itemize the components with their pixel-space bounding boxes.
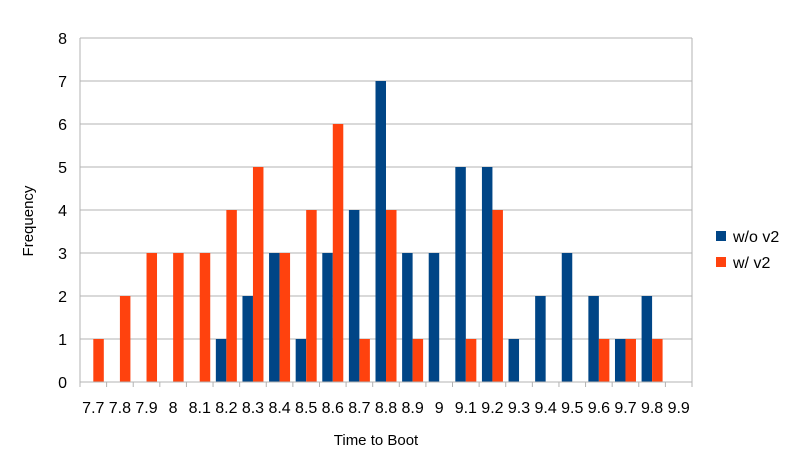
x-tick-label: 7.8 bbox=[109, 400, 131, 417]
x-tick-label: 9.1 bbox=[455, 400, 477, 417]
bar-with-v2 bbox=[652, 339, 663, 382]
bar-with-v2 bbox=[598, 339, 610, 382]
y-tick-labels: 0 1 2 3 4 5 6 7 8 bbox=[58, 31, 67, 392]
y-tick-label: 3 bbox=[58, 246, 67, 263]
y-tick-label: 6 bbox=[58, 117, 67, 134]
x-tick-label: 9 bbox=[435, 400, 444, 417]
x-tick-label: 7.9 bbox=[135, 400, 157, 417]
x-tick-label: 9.4 bbox=[535, 400, 557, 417]
bar-without-v2 bbox=[402, 253, 413, 382]
bar-without-v2 bbox=[428, 253, 440, 382]
bar-with-v2 bbox=[119, 296, 131, 382]
bar-without-v2 bbox=[269, 253, 280, 382]
bar-with-v2 bbox=[332, 124, 344, 382]
legend-label: w/ v2 bbox=[732, 255, 770, 272]
bar-without-v2 bbox=[481, 167, 493, 382]
x-tick-label: 8.6 bbox=[322, 400, 344, 417]
bar-with-v2 bbox=[279, 253, 291, 382]
y-axis-title: Frequency bbox=[20, 185, 37, 256]
legend: w/o v2 w/ v2 bbox=[716, 229, 779, 272]
bar-without-v2 bbox=[375, 81, 386, 382]
bar-with-v2 bbox=[93, 339, 104, 382]
bar-with-v2 bbox=[306, 210, 317, 382]
x-tick-label: 8.8 bbox=[375, 400, 397, 417]
x-tick-label: 9.8 bbox=[641, 400, 663, 417]
y-tick-label: 1 bbox=[58, 332, 67, 349]
x-tick-label: 8.5 bbox=[295, 400, 317, 417]
bar-with-v2 bbox=[492, 210, 503, 382]
x-tick-label: 8.1 bbox=[189, 400, 211, 417]
bar-without-v2 bbox=[614, 339, 626, 382]
y-tick-label: 8 bbox=[58, 31, 67, 48]
bar-without-v2 bbox=[588, 296, 599, 382]
x-tick-label: 8.9 bbox=[401, 400, 423, 417]
legend-swatch bbox=[716, 231, 726, 241]
bar-with-v2 bbox=[465, 339, 477, 382]
bar-with-v2 bbox=[199, 253, 211, 382]
bar-with-v2 bbox=[625, 339, 636, 382]
x-tick-label: 9.2 bbox=[481, 400, 503, 417]
x-tick-label: 8.7 bbox=[348, 400, 370, 417]
x-tick-label: 9.9 bbox=[668, 400, 690, 417]
x-axis-title: Time to Boot bbox=[334, 432, 419, 449]
axes bbox=[79, 38, 693, 387]
bar-with-v2 bbox=[252, 167, 264, 382]
bar-without-v2 bbox=[322, 253, 333, 382]
x-tick-label: 9.7 bbox=[614, 400, 636, 417]
x-tick-label: 8.3 bbox=[242, 400, 264, 417]
y-tick-label: 2 bbox=[58, 289, 67, 306]
bars bbox=[93, 81, 663, 382]
legend-label: w/o v2 bbox=[732, 229, 779, 246]
x-tick-label: 8.4 bbox=[268, 400, 290, 417]
x-tick-label: 9.5 bbox=[561, 400, 583, 417]
x-tick-label: 9.3 bbox=[508, 400, 530, 417]
x-tick-label: 8.2 bbox=[215, 400, 237, 417]
bar-without-v2 bbox=[535, 296, 546, 382]
y-tick-label: 0 bbox=[58, 375, 67, 392]
bar-with-v2 bbox=[412, 339, 424, 382]
y-tick-label: 4 bbox=[58, 203, 67, 220]
bar-with-v2 bbox=[173, 253, 184, 382]
bar-without-v2 bbox=[561, 253, 573, 382]
bar-without-v2 bbox=[242, 296, 253, 382]
bar-with-v2 bbox=[359, 339, 370, 382]
bar-without-v2 bbox=[641, 296, 653, 382]
x-tick-labels: 7.7 7.8 7.9 8 8.1 8.2 8.3 8.4 8.5 8.6 8.7 8.8 8.9 9 9.… bbox=[82, 400, 690, 417]
bar-without-v2 bbox=[295, 339, 307, 382]
legend-swatch bbox=[716, 257, 726, 267]
bar-with-v2 bbox=[386, 210, 397, 382]
bar-without-v2 bbox=[348, 210, 360, 382]
x-tick-label: 8 bbox=[169, 400, 178, 417]
x-tick-label: 7.7 bbox=[82, 400, 104, 417]
y-tick-label: 7 bbox=[58, 74, 67, 91]
bar-with-v2 bbox=[146, 253, 158, 382]
bar-without-v2 bbox=[455, 167, 466, 382]
x-tick-label: 9.6 bbox=[588, 400, 610, 417]
bar-without-v2 bbox=[215, 339, 227, 382]
y-tick-label: 5 bbox=[58, 160, 67, 177]
bar-with-v2 bbox=[226, 210, 237, 382]
bar-without-v2 bbox=[508, 339, 520, 382]
